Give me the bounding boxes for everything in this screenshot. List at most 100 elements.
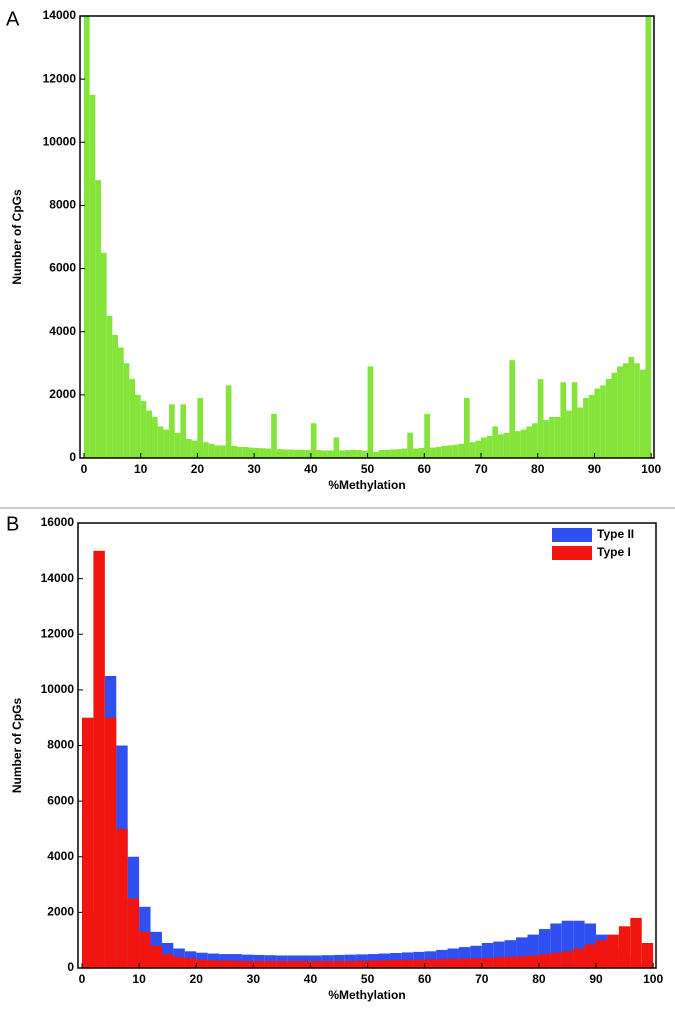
y-tick-label: 0 [69,450,76,464]
bar [527,934,539,968]
bar [327,450,334,458]
bar [152,416,158,458]
bar [207,960,220,968]
bar [617,366,623,458]
legend-label: Type I [597,545,631,559]
bar [390,959,402,968]
bar [401,959,414,968]
x-tick-label: 90 [588,462,602,476]
bar [333,961,345,968]
bar [503,432,510,458]
bar [197,398,204,458]
bar [367,366,374,458]
bar [112,334,119,458]
bar [600,385,606,458]
bar [481,942,494,968]
bar [549,416,555,458]
bar [135,394,141,458]
bar [339,450,345,458]
bar [458,958,471,968]
bar [390,449,396,458]
y-tick-label: 0 [67,960,74,974]
bar [146,410,153,458]
bar [81,717,94,968]
bar [186,439,192,458]
bar [89,94,96,458]
bar [515,431,521,458]
bar [93,550,105,968]
bar [645,16,652,458]
bar [560,382,567,458]
bar [203,442,209,458]
bar [265,448,272,458]
bar [299,961,311,968]
y-tick-label: 2000 [49,387,76,401]
bar [532,423,538,458]
y-tick-label: 14000 [41,571,75,585]
bar [344,450,351,458]
x-tick-label: 10 [132,972,146,986]
bar [118,347,124,458]
bar [554,416,561,458]
bar [305,450,311,458]
bar [361,450,368,458]
x-tick-label: 0 [81,462,88,476]
bar [470,945,482,968]
bar [527,955,539,968]
x-tick-label: 70 [475,972,489,986]
bar [106,315,113,458]
bar [526,426,533,458]
bar [458,443,464,458]
bar [127,898,140,968]
bar [463,398,470,458]
bar [566,410,572,458]
bar [584,944,597,968]
y-tick-label: 12000 [41,626,75,640]
y-tick-label: 4000 [47,849,74,863]
x-tick-label: 100 [643,972,663,986]
bar [333,437,340,458]
bar [241,961,254,968]
x-tick-label: 80 [532,972,546,986]
x-axis-label: %Methylation [328,988,405,1002]
bar [561,951,574,968]
bar [611,372,618,458]
x-axis-label: %Methylation [328,478,405,492]
bar [452,444,459,458]
x-tick-label: 60 [418,462,432,476]
y-tick-label: 6000 [47,793,74,807]
bar [180,404,187,458]
bar [276,449,283,458]
x-tick-label: 20 [190,972,204,986]
bar [100,252,107,458]
x-tick-label: 50 [361,972,375,986]
bar [157,426,164,458]
bar [95,180,101,458]
bar [607,934,619,968]
x-tick-label: 80 [531,462,545,476]
bar [543,420,550,458]
y-tick-label: 14000 [43,8,77,22]
bar [140,401,147,458]
bar [254,447,260,458]
bar [288,449,294,458]
y-tick-label: 8000 [47,738,74,752]
bar [310,961,322,968]
bar [641,942,654,968]
bar [588,394,595,458]
bar [583,398,589,458]
bar [395,449,402,458]
bar [123,363,130,458]
bar [282,449,289,458]
bar [538,929,551,968]
bar [516,956,528,968]
bar [264,961,277,968]
bar [271,413,277,458]
bar [287,961,300,968]
bar [493,957,505,968]
bar [630,917,642,968]
x-tick-label: 50 [361,462,375,476]
bar [605,379,612,458]
bar [413,959,425,968]
bar [173,956,185,968]
